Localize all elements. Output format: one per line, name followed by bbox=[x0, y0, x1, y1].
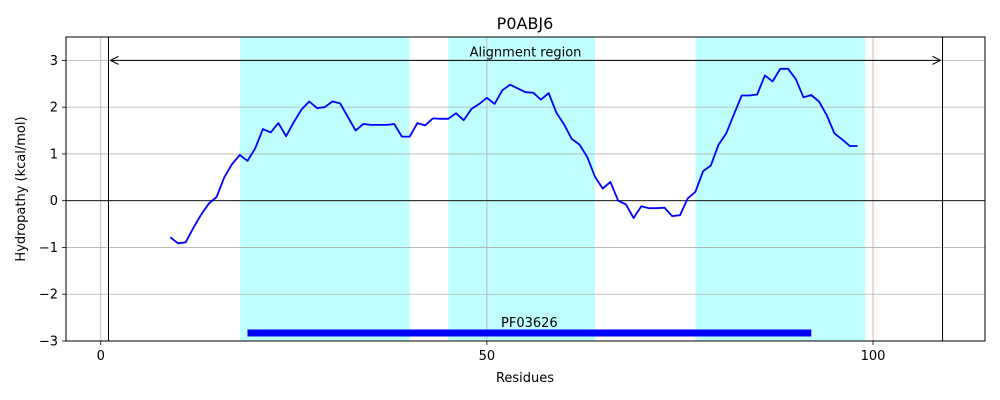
x-tick-label: 100 bbox=[861, 349, 886, 364]
highlight-band bbox=[695, 37, 866, 341]
x-tick-label: 50 bbox=[479, 349, 496, 364]
y-tick-label: 1 bbox=[50, 147, 58, 162]
chart-title: P0ABJ6 bbox=[497, 14, 554, 33]
alignment-layer: Alignment region bbox=[109, 45, 942, 65]
axes-frame bbox=[65, 36, 986, 342]
y-tick-label: −2 bbox=[39, 288, 58, 303]
bands-layer bbox=[239, 37, 866, 341]
alignment-region-label: Alignment region bbox=[470, 45, 582, 60]
alignment-arrow-right-head bbox=[932, 55, 942, 65]
highlight-band bbox=[448, 37, 596, 341]
x-axis-label: Residues bbox=[496, 371, 554, 386]
y-tick-label: −3 bbox=[39, 335, 58, 350]
domain-layer: PF03626 bbox=[247, 316, 812, 337]
alignment-arrow-left-head bbox=[109, 55, 119, 65]
y-tick-label: 0 bbox=[50, 194, 58, 209]
highlight-band bbox=[239, 37, 410, 341]
series-layer bbox=[169, 67, 858, 245]
reference-lines bbox=[66, 37, 985, 341]
tick-layer: 0 50 100 −3 −2 −1 0 1 2 3 bbox=[39, 54, 886, 364]
x-tick-label: 0 bbox=[97, 349, 105, 364]
y-axis-label: Hydropathy (kcal/mol) bbox=[14, 116, 29, 261]
y-tick-label: −1 bbox=[39, 241, 58, 256]
domain-label: PF03626 bbox=[501, 316, 558, 331]
hydropathy-line bbox=[169, 67, 858, 245]
y-tick-label: 3 bbox=[50, 54, 58, 69]
y-tick-label: 2 bbox=[50, 101, 58, 116]
